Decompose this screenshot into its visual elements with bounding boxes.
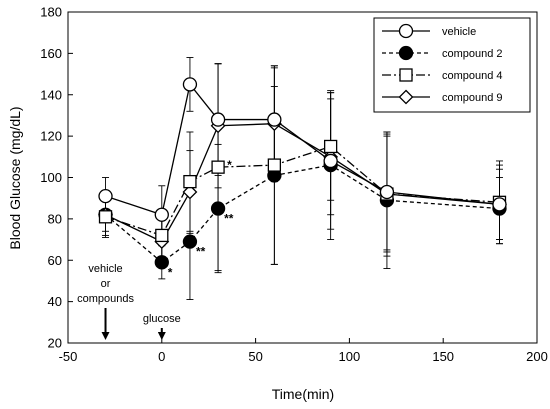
- axes: 20 40 60 80 100 120 140 160 180 -50 0 50 100 150 200: [40, 5, 548, 365]
- data-point: [183, 174, 197, 189]
- data-point: [154, 207, 169, 222]
- x-tick-label: 0: [158, 349, 165, 364]
- data-point: [182, 77, 198, 92]
- data-point: [492, 197, 507, 212]
- x-axis-title: Time(min): [272, 386, 334, 402]
- data-point: [210, 112, 226, 127]
- x-tick-label: -50: [59, 349, 78, 364]
- significance-label: *: [168, 265, 173, 279]
- data-point: [211, 160, 225, 174]
- data-point: [182, 184, 198, 200]
- data-point: [267, 158, 282, 172]
- annotation-text: glucose: [143, 313, 181, 325]
- significance-label: **: [196, 245, 206, 259]
- significance-label: **: [224, 212, 234, 226]
- legend-marker: [398, 45, 414, 61]
- significance-label: *: [227, 158, 232, 172]
- legend-marker: [398, 23, 414, 39]
- data-point: [267, 112, 282, 127]
- y-tick-label: 60: [48, 253, 62, 268]
- data-point: [182, 234, 198, 249]
- x-tick-label: 100: [339, 349, 361, 364]
- y-tick-label: 140: [40, 87, 62, 102]
- legend: vehicle compound 2 compound 4 compound 9: [373, 17, 531, 113]
- data-point: [379, 184, 395, 200]
- annotation-0: vehicle or compounds: [77, 263, 134, 340]
- y-tick-label: 40: [48, 294, 62, 309]
- data-point: [323, 139, 338, 154]
- annotation-1: glucose: [143, 313, 181, 340]
- data-point: [154, 255, 169, 270]
- series-markers-0: [98, 77, 507, 222]
- legend-label: vehicle: [442, 26, 476, 38]
- legend-marker: [398, 89, 414, 105]
- data-point: [98, 188, 113, 204]
- annotation-text: vehicle: [88, 263, 122, 275]
- data-point: [210, 201, 226, 216]
- y-tick-label: 100: [40, 170, 62, 185]
- y-tick-label: 180: [40, 5, 62, 20]
- x-tick-label: 150: [432, 349, 454, 364]
- series-line-2: [105, 145, 500, 237]
- y-tick-label: 160: [40, 46, 62, 61]
- series-line-3: [105, 123, 500, 243]
- series-layer: [98, 57, 507, 301]
- y-tick-label: 80: [48, 211, 62, 226]
- data-point: [323, 153, 338, 169]
- legend-label: compound 9: [442, 92, 503, 104]
- y-tick-label: 120: [40, 129, 62, 144]
- annotation-text: or: [101, 278, 111, 290]
- series-line-0: [105, 82, 500, 216]
- x-tick-label: 50: [248, 349, 262, 364]
- series-markers-2: [98, 139, 507, 243]
- y-axis-title: Blood Glucose (mg/dL): [7, 106, 23, 249]
- x-tick-label: 200: [526, 349, 548, 364]
- legend-marker: [399, 68, 413, 82]
- data-point: [155, 228, 169, 243]
- legend-label: compound 4: [442, 70, 503, 82]
- annotation-text: compounds: [77, 293, 134, 305]
- legend-label: compound 2: [442, 48, 503, 60]
- y-tick-label: 20: [48, 336, 62, 351]
- series-markers-3: [98, 116, 507, 250]
- data-point: [98, 210, 113, 224]
